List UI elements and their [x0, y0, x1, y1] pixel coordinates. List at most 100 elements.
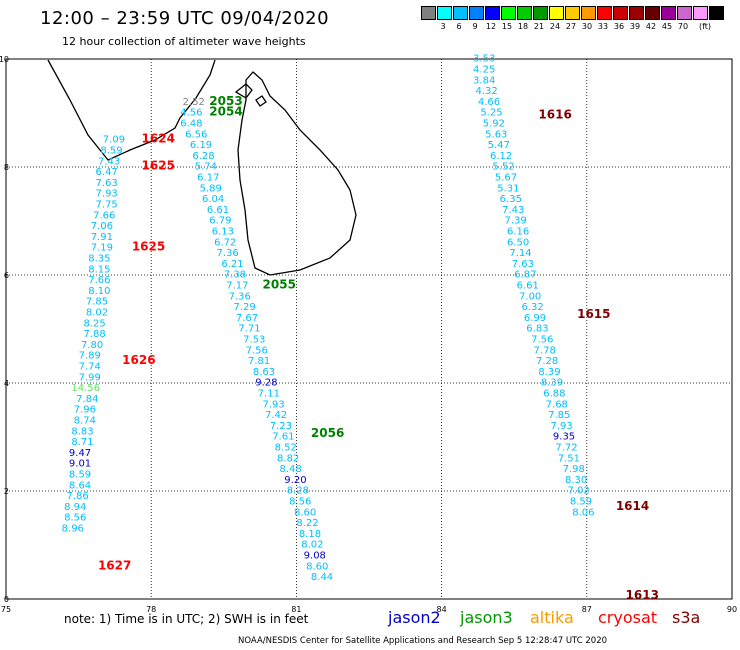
latitude-label: 6: [4, 271, 9, 280]
wave-height-label: 7.93: [263, 399, 285, 410]
wave-height-label: 7.71: [238, 324, 260, 335]
latitude-label: 10: [0, 55, 9, 64]
page-title: 12:00 – 23:59 UTC 09/04/2020: [40, 8, 330, 29]
wave-height-label: 8.02: [301, 540, 323, 551]
wave-height-label: 7.61: [272, 432, 294, 443]
wave-height-label: 7.93: [551, 421, 573, 432]
pass-time-label: 2056: [311, 426, 344, 440]
wave-height-label: 7.53: [243, 335, 265, 346]
latitude-label: 4: [4, 379, 9, 388]
wave-height-label: 7.63: [96, 178, 118, 189]
colorbar-label: 42: [645, 22, 657, 31]
wave-height-label: 8.39: [541, 378, 563, 389]
wave-height-label: 7.28: [536, 356, 558, 367]
wave-height-label: 8.48: [279, 464, 301, 475]
latitude-label: 2: [4, 487, 9, 496]
longitude-label: 81: [291, 605, 301, 614]
colorbar-swatch: [501, 6, 516, 20]
colorbar-label: 3: [440, 22, 446, 31]
colorbar-swatch: [469, 6, 484, 20]
colorbar-label: 39: [629, 22, 641, 31]
latitude-labels: 10 8 6 4 2 0: [0, 55, 9, 604]
wave-height-label: 7.63: [512, 259, 534, 270]
note-text: note: 1) Time is in UTC; 2) SWH is in fe…: [64, 612, 309, 626]
wave-height-label: 8.56: [289, 497, 311, 508]
wave-height-label: 8.59: [570, 497, 592, 508]
colorbar-label: 33: [597, 22, 609, 31]
wave-height-label: 9.28: [255, 378, 277, 389]
wave-height-label: 8.94: [64, 502, 86, 513]
wave-height-label: 5.74: [195, 162, 217, 173]
wave-height-label: 9.47: [69, 448, 91, 459]
wave-height-label: 8.71: [71, 437, 93, 448]
wave-height-label: 7.98: [563, 464, 585, 475]
wave-height-label: 6.88: [543, 389, 565, 400]
wave-height-label: 8.02: [86, 308, 108, 319]
wave-height-label: 8.15: [88, 264, 110, 275]
latitude-label: 0: [4, 595, 9, 604]
wave-height-label: 5.47: [488, 140, 510, 151]
pass-time-label: 2053: [209, 94, 242, 108]
legend-item-jason2: jason2: [388, 608, 441, 627]
colorbar-swatch: [421, 6, 436, 20]
colorbar-label: 9: [472, 22, 478, 31]
wave-height-label: 8.10: [88, 286, 110, 297]
wave-height-label: 5.67: [495, 173, 517, 184]
longitude-label: 75: [1, 605, 11, 614]
wave-height-label: 7.02: [567, 486, 589, 497]
legend-item-jason3: jason3: [460, 608, 513, 627]
wave-height-label: 8.59: [69, 470, 91, 481]
colorbar-swatch: [517, 6, 532, 20]
wave-height-label: 3.84: [473, 75, 495, 86]
wave-height-label: 7.84: [76, 394, 98, 405]
wave-height-label: 8.30: [565, 475, 587, 486]
colorbar-swatch: [485, 6, 500, 20]
wave-height-label: 7.56: [246, 345, 268, 356]
colorbar-swatch: [645, 6, 660, 20]
wave-height-label: 8.74: [74, 416, 96, 427]
wave-height-label: 7.43: [502, 205, 524, 216]
wave-height-label: 7.56: [531, 335, 553, 346]
wave-height-label: 7.14: [509, 248, 531, 259]
wave-height-label: 7.67: [236, 313, 258, 324]
jaffna-islet-coastline: [234, 83, 253, 99]
wave-height-label: 8.64: [69, 480, 91, 491]
wave-height-label: 8.56: [64, 513, 86, 524]
map-frame: [5, 58, 733, 600]
wave-height-label: 8.60: [294, 507, 316, 518]
wave-height-label: 8.22: [296, 518, 318, 529]
wave-height-label: 4.25: [473, 65, 495, 76]
wave-height-label: 8.83: [71, 426, 93, 437]
colorbar-label: 15: [501, 22, 513, 31]
wave-height-label: 8.18: [299, 529, 321, 540]
wave-height-label: 6.32: [521, 302, 543, 313]
pass-time-label: 2055: [263, 278, 296, 292]
wave-height-label: 8.28: [287, 486, 309, 497]
pass-time-label: 1625: [142, 159, 175, 173]
colorbar-label: 36: [613, 22, 625, 31]
pass-time-label: 1625: [132, 240, 165, 254]
wave-height-label: 6.61: [207, 205, 229, 216]
wave-height-label: 6.79: [209, 216, 231, 227]
colorbar-unit: (ft): [699, 22, 712, 31]
wave-height-label: 4.32: [475, 86, 497, 97]
wave-height-label: 6.99: [524, 313, 546, 324]
wave-height-label: 7.85: [548, 410, 570, 421]
colorbar-label: 30: [581, 22, 593, 31]
wave-height-label: 6.16: [507, 227, 529, 238]
wave-height-label: 7.51: [558, 453, 580, 464]
colorbar-swatch: [549, 6, 564, 20]
wave-height-label: 6.47: [96, 167, 118, 178]
pass-time-label: 1616: [538, 107, 571, 121]
wave-height-label: 5.52: [492, 162, 514, 173]
colorbar-label: 27: [565, 22, 577, 31]
colorbar-label: 70: [677, 22, 689, 31]
colorbar-swatch: [533, 6, 548, 20]
legend-item-cryosat: cryosat: [598, 608, 658, 627]
wave-height-label: 5.92: [483, 119, 505, 130]
wave-height-label: 8.39: [538, 367, 560, 378]
wave-height-label: 9.08: [304, 551, 326, 562]
longitude-label: 90: [727, 605, 737, 614]
coastline: [47, 59, 357, 276]
